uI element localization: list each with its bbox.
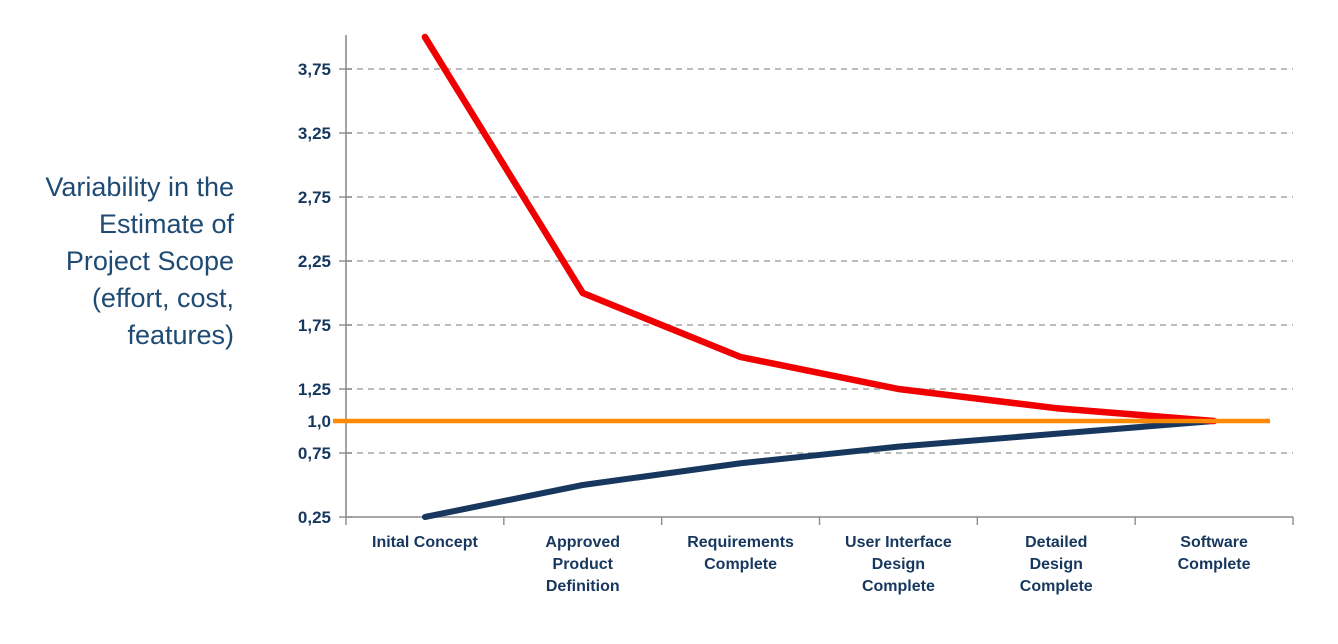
- x-axis-label-line: Complete: [1019, 578, 1093, 595]
- y-axis-label: 3,75: [298, 60, 331, 79]
- x-axis-label-line: Complete: [1177, 556, 1251, 573]
- data-series: [333, 33, 1270, 520]
- series-line-upper-estimate-bound: [421, 33, 1218, 425]
- y-axis-label: 3,25: [298, 124, 331, 143]
- x-axis-label-line: Complete: [704, 556, 778, 573]
- x-axis-label-line: Complete: [861, 578, 935, 595]
- x-axis-label-line: Requirements: [687, 534, 794, 551]
- x-axis-label-line: Software: [1180, 534, 1248, 551]
- x-axis-label-line: Approved: [545, 534, 621, 551]
- x-axis-label: Requirements Complete: [656, 532, 826, 576]
- x-axis-label-line: Design: [1029, 556, 1083, 573]
- y-axis-title-line: Project Scope: [65, 246, 234, 276]
- x-axis-label-line: Definition: [545, 578, 620, 595]
- y-axis-label: 1,25: [298, 380, 331, 399]
- y-axis-label: 2,75: [298, 188, 331, 207]
- y-axis-title-line: Estimate of: [98, 209, 234, 239]
- x-axis-label: Detailed Design Complete: [971, 532, 1141, 598]
- y-axis-title-line: Variability in the: [45, 172, 234, 202]
- x-axis-label-line: User Interface: [845, 534, 952, 551]
- y-axis-title-line: features): [127, 320, 234, 350]
- series-line-lower-estimate-bound: [421, 418, 1218, 520]
- y-axis-label: 1,75: [298, 316, 331, 335]
- x-axis-label: Software Complete: [1129, 532, 1299, 576]
- x-axis-label-line: Design: [871, 556, 926, 573]
- y-axis-label: 2,25: [298, 252, 331, 271]
- y-axis-title-line: (effort, cost,: [91, 283, 234, 313]
- y-axis-label: 1,0: [307, 412, 331, 431]
- y-axis-label: 0,75: [298, 444, 331, 463]
- y-axis-labels: 3,75 3,25 2,75 2,25 1,75 1,25 1,0 0,75 0,25: [298, 60, 331, 527]
- x-axis-label: Inital Concept: [340, 532, 510, 554]
- x-axis-label-line: Product: [552, 556, 613, 573]
- y-axis-label: 0,25: [298, 508, 331, 527]
- axes: [339, 35, 1294, 525]
- x-axis-label-line: Inital Concept: [372, 534, 478, 551]
- gridlines: [346, 68, 1293, 454]
- x-axis-label-line: Detailed: [1025, 534, 1088, 551]
- x-axis-label: Approved Product Definition: [498, 532, 668, 598]
- y-axis-title: Variability in the Estimate of Project S…: [0, 169, 234, 354]
- x-axis-label: User Interface Design Complete: [813, 532, 983, 598]
